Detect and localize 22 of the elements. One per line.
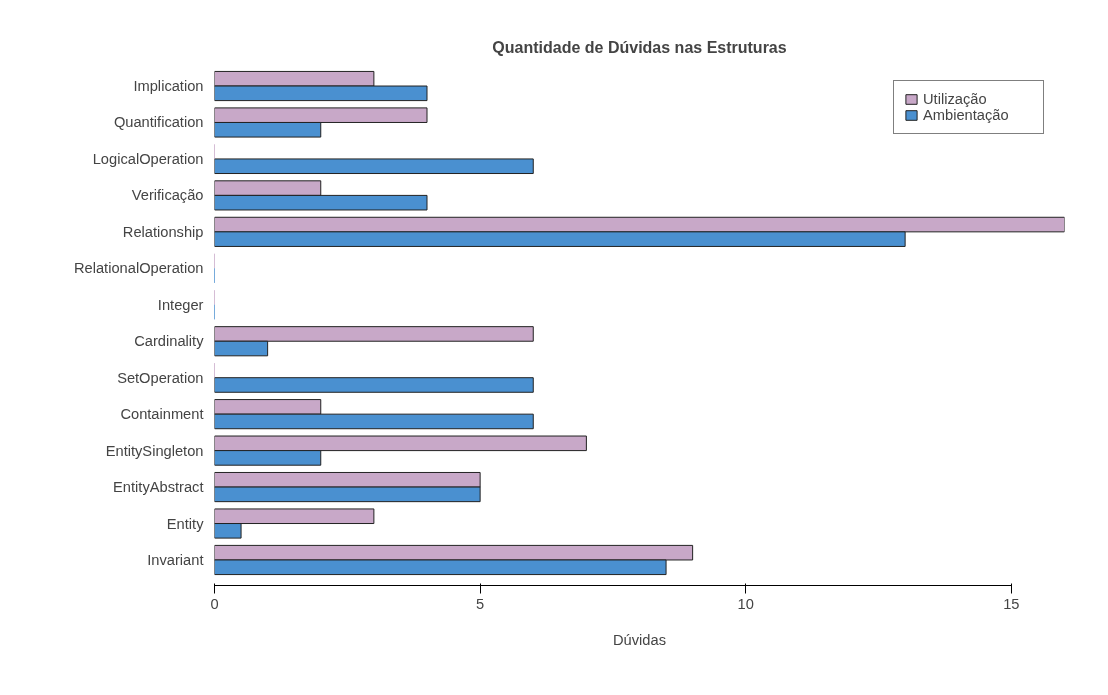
y-tick-label: SetOperation xyxy=(117,369,204,386)
y-tick-label: Cardinality xyxy=(134,333,205,350)
legend-label: Utilização xyxy=(923,91,988,107)
y-tick-label: Integer xyxy=(157,296,204,313)
y-tick-label: Invariant xyxy=(147,551,204,568)
y-tick-label: Quantification xyxy=(113,114,204,131)
y-tick-label: Entity xyxy=(166,515,205,532)
x-tick-label: 0 xyxy=(210,595,219,612)
y-tick-label: Implication xyxy=(133,78,204,95)
y-tick-label: Relationship xyxy=(122,223,204,240)
y-tick-label: RelationalOperation xyxy=(73,260,204,277)
x-tick-label: 5 xyxy=(476,595,485,612)
y-tick-label: EntitySingleton xyxy=(105,442,204,459)
legend-label: Ambientação xyxy=(923,107,1010,123)
y-tick-label: Verificação xyxy=(131,187,204,204)
x-axis-title: Dúvidas xyxy=(613,631,666,648)
chart-title: Quantidade de Dúvidas nas Estruturas xyxy=(492,38,787,56)
y-tick-label: LogicalOperation xyxy=(92,150,204,167)
x-tick-label: 10 xyxy=(737,595,754,612)
y-tick-label: Containment xyxy=(120,406,204,423)
x-tick-label: 15 xyxy=(1003,595,1020,612)
y-tick-label: EntityAbstract xyxy=(113,479,204,496)
